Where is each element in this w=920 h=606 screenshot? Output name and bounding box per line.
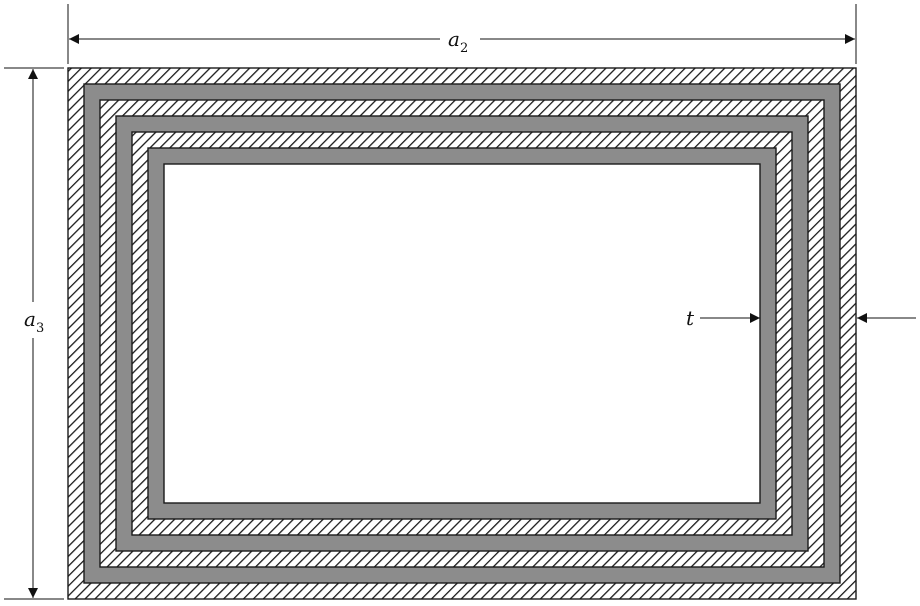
height-label-symbol: a: [24, 307, 36, 331]
thickness-label: t: [686, 306, 695, 330]
width-label: a2: [448, 27, 468, 56]
width-label-symbol: a: [448, 27, 460, 51]
width-label-subscript: 2: [460, 41, 468, 56]
laminate-layers: [67, 67, 857, 600]
extension-lines: [4, 4, 857, 600]
layer-core-7: [163, 163, 761, 504]
height-label: a3: [24, 307, 44, 336]
height-label-subscript: 3: [36, 321, 44, 336]
